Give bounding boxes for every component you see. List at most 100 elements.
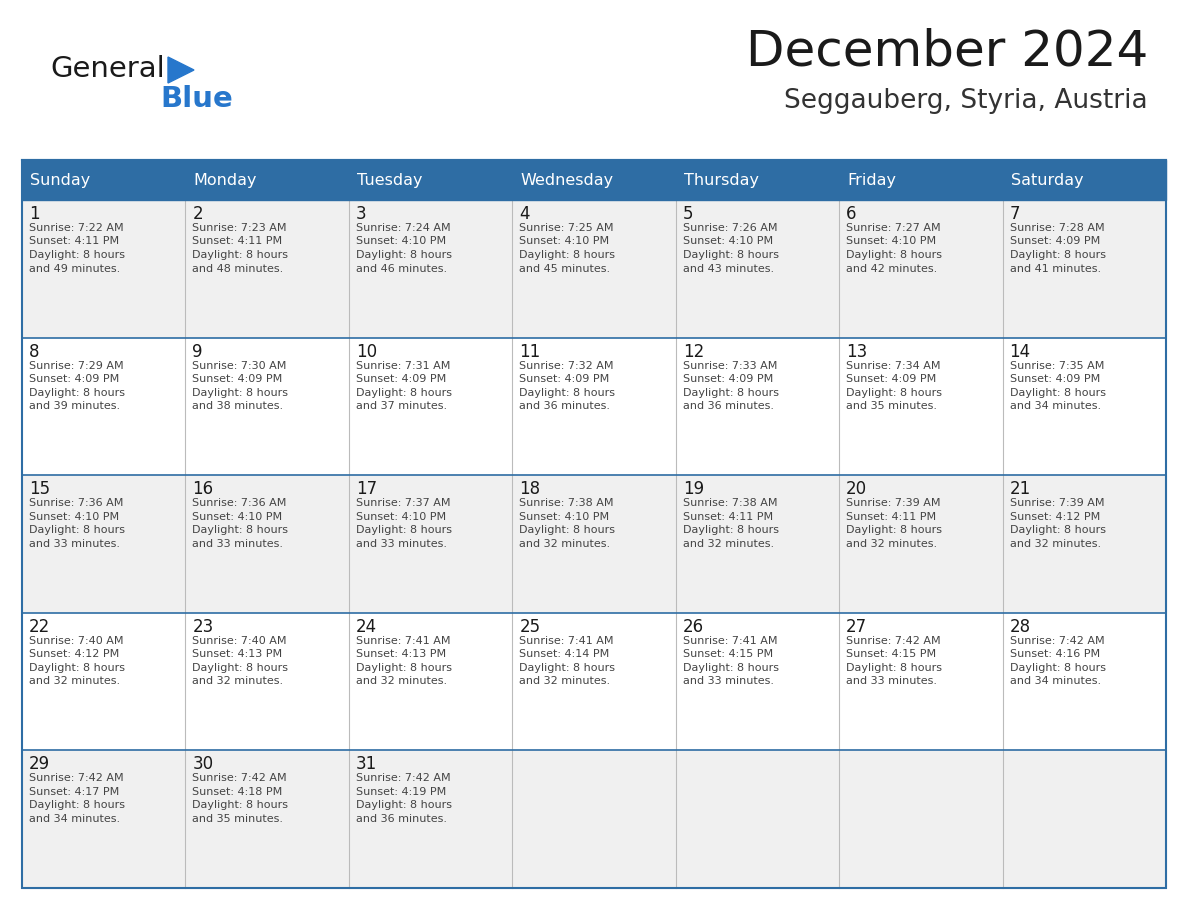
Text: 18: 18 <box>519 480 541 498</box>
Text: 9: 9 <box>192 342 203 361</box>
Text: and 35 minutes.: and 35 minutes. <box>846 401 937 411</box>
Text: Sunset: 4:10 PM: Sunset: 4:10 PM <box>519 237 609 247</box>
Text: Sunrise: 7:38 AM: Sunrise: 7:38 AM <box>519 498 614 509</box>
Text: and 36 minutes.: and 36 minutes. <box>519 401 611 411</box>
Text: Sunrise: 7:32 AM: Sunrise: 7:32 AM <box>519 361 614 371</box>
Text: Sunset: 4:11 PM: Sunset: 4:11 PM <box>192 237 283 247</box>
Polygon shape <box>168 57 194 83</box>
Text: Sunrise: 7:29 AM: Sunrise: 7:29 AM <box>29 361 124 371</box>
Text: 24: 24 <box>356 618 377 636</box>
Text: Sunset: 4:15 PM: Sunset: 4:15 PM <box>846 649 936 659</box>
Text: Sunrise: 7:31 AM: Sunrise: 7:31 AM <box>356 361 450 371</box>
Text: Sunset: 4:09 PM: Sunset: 4:09 PM <box>1010 375 1100 384</box>
Text: and 45 minutes.: and 45 minutes. <box>519 263 611 274</box>
Text: Sunset: 4:09 PM: Sunset: 4:09 PM <box>519 375 609 384</box>
Bar <box>23 160 1165 200</box>
Text: Daylight: 8 hours: Daylight: 8 hours <box>683 663 778 673</box>
Text: Daylight: 8 hours: Daylight: 8 hours <box>519 387 615 397</box>
Text: Sunrise: 7:40 AM: Sunrise: 7:40 AM <box>192 636 287 645</box>
Text: Monday: Monday <box>194 173 257 187</box>
Text: and 42 minutes.: and 42 minutes. <box>846 263 937 274</box>
Text: and 32 minutes.: and 32 minutes. <box>519 677 611 687</box>
Text: Daylight: 8 hours: Daylight: 8 hours <box>683 525 778 535</box>
Text: Sunrise: 7:42 AM: Sunrise: 7:42 AM <box>1010 636 1104 645</box>
Text: Sunrise: 7:26 AM: Sunrise: 7:26 AM <box>683 223 777 233</box>
Text: 6: 6 <box>846 205 857 223</box>
Text: 4: 4 <box>519 205 530 223</box>
Text: Daylight: 8 hours: Daylight: 8 hours <box>192 387 289 397</box>
Text: and 33 minutes.: and 33 minutes. <box>683 677 773 687</box>
Text: Sunrise: 7:22 AM: Sunrise: 7:22 AM <box>29 223 124 233</box>
Text: Daylight: 8 hours: Daylight: 8 hours <box>29 250 125 260</box>
Text: Sunrise: 7:41 AM: Sunrise: 7:41 AM <box>683 636 777 645</box>
Text: Daylight: 8 hours: Daylight: 8 hours <box>519 250 615 260</box>
Text: Daylight: 8 hours: Daylight: 8 hours <box>29 387 125 397</box>
Text: Sunset: 4:09 PM: Sunset: 4:09 PM <box>192 375 283 384</box>
Text: 19: 19 <box>683 480 703 498</box>
Text: Sunset: 4:09 PM: Sunset: 4:09 PM <box>29 375 119 384</box>
Text: and 32 minutes.: and 32 minutes. <box>683 539 773 549</box>
Text: Daylight: 8 hours: Daylight: 8 hours <box>356 387 451 397</box>
Text: Sunrise: 7:33 AM: Sunrise: 7:33 AM <box>683 361 777 371</box>
Text: 3: 3 <box>356 205 366 223</box>
Text: Sunrise: 7:34 AM: Sunrise: 7:34 AM <box>846 361 941 371</box>
Text: Daylight: 8 hours: Daylight: 8 hours <box>683 250 778 260</box>
Text: Sunrise: 7:23 AM: Sunrise: 7:23 AM <box>192 223 287 233</box>
Text: Sunset: 4:17 PM: Sunset: 4:17 PM <box>29 787 119 797</box>
Text: and 34 minutes.: and 34 minutes. <box>1010 677 1101 687</box>
Text: Daylight: 8 hours: Daylight: 8 hours <box>356 250 451 260</box>
Text: 12: 12 <box>683 342 704 361</box>
Text: 14: 14 <box>1010 342 1031 361</box>
Text: 31: 31 <box>356 756 377 773</box>
Text: 26: 26 <box>683 618 703 636</box>
Text: Sunrise: 7:35 AM: Sunrise: 7:35 AM <box>1010 361 1104 371</box>
Text: Daylight: 8 hours: Daylight: 8 hours <box>29 800 125 811</box>
Text: Sunset: 4:14 PM: Sunset: 4:14 PM <box>519 649 609 659</box>
Text: and 37 minutes.: and 37 minutes. <box>356 401 447 411</box>
Text: 27: 27 <box>846 618 867 636</box>
Text: Sunrise: 7:30 AM: Sunrise: 7:30 AM <box>192 361 286 371</box>
Text: Sunrise: 7:27 AM: Sunrise: 7:27 AM <box>846 223 941 233</box>
Text: Daylight: 8 hours: Daylight: 8 hours <box>846 387 942 397</box>
Text: and 48 minutes.: and 48 minutes. <box>192 263 284 274</box>
Text: Sunrise: 7:42 AM: Sunrise: 7:42 AM <box>192 773 287 783</box>
Text: Daylight: 8 hours: Daylight: 8 hours <box>846 250 942 260</box>
Text: Sunset: 4:13 PM: Sunset: 4:13 PM <box>192 649 283 659</box>
Text: Daylight: 8 hours: Daylight: 8 hours <box>29 525 125 535</box>
Text: Sunset: 4:10 PM: Sunset: 4:10 PM <box>192 511 283 521</box>
Text: Sunset: 4:16 PM: Sunset: 4:16 PM <box>1010 649 1100 659</box>
Bar <box>23 200 1165 338</box>
Text: Thursday: Thursday <box>684 173 759 187</box>
Text: Sunrise: 7:41 AM: Sunrise: 7:41 AM <box>356 636 450 645</box>
Text: Sunday: Sunday <box>30 173 90 187</box>
Bar <box>23 613 1165 750</box>
Text: and 33 minutes.: and 33 minutes. <box>192 539 284 549</box>
Text: and 34 minutes.: and 34 minutes. <box>29 814 120 823</box>
Text: Friday: Friday <box>847 173 896 187</box>
Text: Sunset: 4:10 PM: Sunset: 4:10 PM <box>356 237 446 247</box>
Text: and 49 minutes.: and 49 minutes. <box>29 263 120 274</box>
Text: and 32 minutes.: and 32 minutes. <box>192 677 284 687</box>
Text: Sunset: 4:10 PM: Sunset: 4:10 PM <box>846 237 936 247</box>
Text: 11: 11 <box>519 342 541 361</box>
Text: Sunset: 4:10 PM: Sunset: 4:10 PM <box>29 511 119 521</box>
Text: and 36 minutes.: and 36 minutes. <box>683 401 773 411</box>
Text: Sunrise: 7:41 AM: Sunrise: 7:41 AM <box>519 636 614 645</box>
Text: Sunset: 4:12 PM: Sunset: 4:12 PM <box>29 649 119 659</box>
Text: and 35 minutes.: and 35 minutes. <box>192 814 284 823</box>
Text: Daylight: 8 hours: Daylight: 8 hours <box>356 663 451 673</box>
Text: 25: 25 <box>519 618 541 636</box>
Text: 1: 1 <box>29 205 39 223</box>
Text: 21: 21 <box>1010 480 1031 498</box>
Text: Daylight: 8 hours: Daylight: 8 hours <box>356 525 451 535</box>
Text: Daylight: 8 hours: Daylight: 8 hours <box>1010 525 1106 535</box>
Text: Daylight: 8 hours: Daylight: 8 hours <box>683 387 778 397</box>
Text: Sunrise: 7:42 AM: Sunrise: 7:42 AM <box>846 636 941 645</box>
Text: and 32 minutes.: and 32 minutes. <box>519 539 611 549</box>
Text: and 33 minutes.: and 33 minutes. <box>846 677 937 687</box>
Text: Daylight: 8 hours: Daylight: 8 hours <box>192 800 289 811</box>
Text: 30: 30 <box>192 756 214 773</box>
Text: and 33 minutes.: and 33 minutes. <box>29 539 120 549</box>
Text: Seggauberg, Styria, Austria: Seggauberg, Styria, Austria <box>784 88 1148 114</box>
Text: and 32 minutes.: and 32 minutes. <box>29 677 120 687</box>
